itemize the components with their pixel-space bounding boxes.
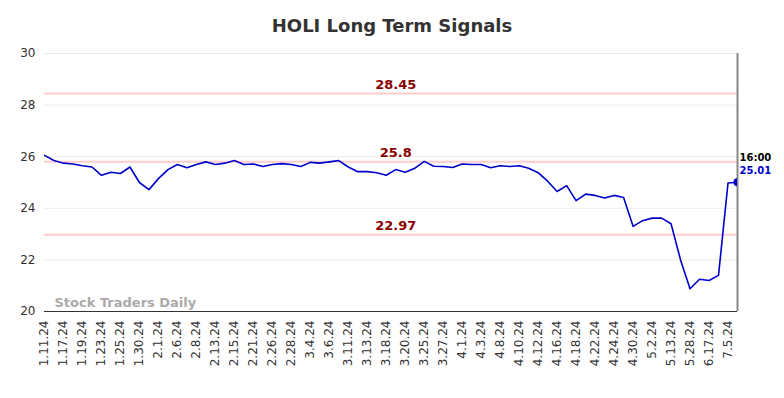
svg-text:4.12.24: 4.12.24 (531, 321, 545, 367)
svg-text:1.19.24: 1.19.24 (75, 321, 89, 367)
html-text:HOLI Long Term Signals: HOLI Long Term Signals (271, 15, 513, 36)
svg-text:Stock Traders Daily: Stock Traders Daily (55, 295, 197, 310)
svg-text:25.8: 25.8 (380, 145, 412, 160)
svg-text:16:00: 16:00 (740, 152, 772, 163)
svg-text:3.25.24: 3.25.24 (417, 321, 431, 367)
svg-text:4.8.24: 4.8.24 (493, 321, 507, 359)
svg-text:3.6.24: 3.6.24 (322, 321, 336, 359)
svg-text:4.10.24: 4.10.24 (512, 321, 526, 367)
svg-text:22: 22 (20, 253, 35, 267)
svg-text:3.13.24: 3.13.24 (360, 321, 374, 367)
svg-text:1.17.24: 1.17.24 (56, 321, 70, 367)
svg-text:4.1.24: 4.1.24 (455, 321, 469, 359)
svg-text:7.5.24: 7.5.24 (721, 321, 735, 359)
svg-text:2.6.24: 2.6.24 (170, 321, 184, 359)
svg-text:30: 30 (20, 46, 35, 60)
svg-text:2.15.24: 2.15.24 (227, 321, 241, 367)
svg-text:4.18.24: 4.18.24 (569, 321, 583, 367)
svg-text:1.25.24: 1.25.24 (113, 321, 127, 367)
svg-text:4.16.24: 4.16.24 (550, 321, 564, 367)
svg-text:2.26.24: 2.26.24 (265, 321, 279, 367)
svg-text:4.24.24: 4.24.24 (607, 321, 621, 367)
svg-text:2.28.24: 2.28.24 (284, 321, 298, 367)
svg-text:3.27.24: 3.27.24 (436, 321, 450, 367)
svg-text:3.11.24: 3.11.24 (341, 321, 355, 367)
svg-text:4.30.24: 4.30.24 (626, 321, 640, 367)
svg-text:5.28.24: 5.28.24 (683, 321, 697, 367)
svg-text:6.17.24: 6.17.24 (702, 321, 716, 367)
svg-text:2.1.24: 2.1.24 (151, 321, 165, 359)
svg-text:24: 24 (20, 201, 35, 215)
svg-text:2.21.24: 2.21.24 (246, 321, 260, 367)
svg-text:26: 26 (20, 150, 35, 164)
svg-text:3.4.24: 3.4.24 (303, 321, 317, 359)
svg-text:4.22.24: 4.22.24 (588, 321, 602, 367)
svg-text:25.01: 25.01 (740, 165, 772, 176)
svg-text:3.20.24: 3.20.24 (398, 321, 412, 367)
svg-text:3.18.24: 3.18.24 (379, 321, 393, 367)
svg-text:22.97: 22.97 (375, 218, 416, 233)
svg-text:28: 28 (20, 98, 35, 112)
svg-text:2.8.24: 2.8.24 (189, 321, 203, 359)
svg-text:28.45: 28.45 (375, 77, 416, 92)
svg-text:20: 20 (20, 304, 35, 318)
svg-text:1.11.24: 1.11.24 (37, 321, 51, 367)
svg-text:5.2.24: 5.2.24 (645, 321, 659, 359)
svg-text:2.13.24: 2.13.24 (208, 321, 222, 367)
svg-text:5.13.24: 5.13.24 (664, 321, 678, 367)
svg-text:1.23.24: 1.23.24 (94, 321, 108, 367)
svg-text:4.3.24: 4.3.24 (474, 321, 488, 359)
svg-text:1.30.24: 1.30.24 (132, 321, 146, 367)
